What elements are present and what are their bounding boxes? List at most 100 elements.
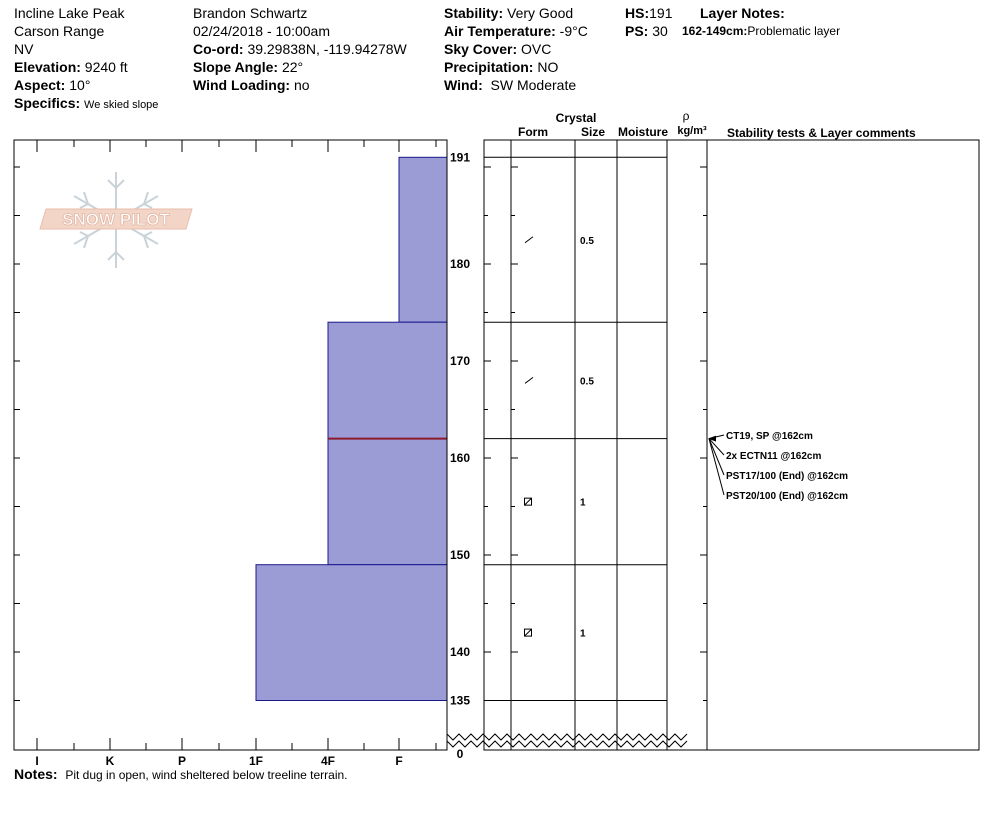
sky-value: OVC	[521, 41, 552, 57]
layer-notes-heading: Layer Notes:	[700, 5, 785, 21]
hardness-layer-1	[327, 321, 448, 440]
wind-loading-value: no	[293, 77, 310, 93]
air-temp-label: Air Temperature:	[444, 23, 556, 39]
decomposing-form-icon	[524, 376, 534, 384]
aspect-label: Aspect:	[14, 77, 66, 93]
air-temp-value: -9°C	[559, 23, 588, 39]
sky-cover-row: Sky Cover: OVC	[444, 40, 551, 58]
size-header: Size	[581, 125, 605, 139]
ps-value: 30	[652, 23, 668, 39]
observation-datetime: 02/24/2018 - 10:00am	[193, 23, 330, 39]
faceted-form-icon	[524, 628, 532, 637]
wind-loading-row: Wind Loading: no	[193, 76, 310, 94]
notes-row: Notes: Pit dug in open, wind sheltered b…	[14, 766, 348, 782]
form-header: Form	[518, 125, 548, 139]
hardness-graph-frame	[13, 139, 448, 751]
hardness-label-p: P	[178, 754, 186, 768]
stability-test-0: CT19, SP @162cm	[726, 431, 813, 442]
faceted-form-icon	[524, 497, 532, 506]
stability-tests-frame	[706, 139, 980, 751]
stability-label: Stability:	[444, 5, 504, 21]
sky-label: Sky Cover:	[444, 41, 518, 57]
aspect-row: Aspect: 10°	[14, 76, 90, 94]
stability-tests: CT19, SP @162cm 2x ECTN11 @162cm PST17/100…	[708, 431, 848, 502]
crystal-size: 1	[580, 498, 586, 509]
stability-tests-header: Stability tests & Layer comments	[727, 126, 916, 140]
hardness-label-i: I	[35, 754, 38, 768]
wind-value: SW Moderate	[490, 77, 577, 93]
stability-test-3: PST20/100 (End) @162cm	[726, 491, 848, 502]
height-label-160: 160	[450, 451, 470, 465]
ps-row: PS: 30	[625, 22, 668, 40]
elevation-value: 9240 ft	[84, 59, 128, 75]
axis-break	[446, 733, 688, 748]
height-label-150: 150	[450, 548, 470, 562]
location-name: Incline Lake Peak	[14, 5, 125, 21]
layer-note-range: 162-149cm:	[682, 24, 748, 38]
wind-label: Wind:	[444, 77, 483, 93]
density-header: kg/m³	[677, 125, 707, 137]
snowpilot-logo: SNOW PILOT	[39, 172, 193, 268]
ps-label: PS:	[625, 23, 649, 39]
crystal-size: 0.5	[580, 376, 594, 387]
height-label-180: 180	[450, 257, 470, 271]
layer-note-text: Problematic layer	[747, 24, 841, 38]
precip-value: NO	[537, 59, 559, 75]
air-temp-row: Air Temperature: -9°C	[444, 22, 588, 40]
stability-test-2: PST17/100 (End) @162cm	[726, 471, 848, 482]
hs-label: HS:	[625, 5, 650, 21]
hardness-layers	[255, 156, 448, 702]
coord-label: Co-ord:	[193, 41, 244, 57]
decomposing-form-icon	[524, 236, 534, 244]
hardness-label-f: F	[395, 754, 402, 768]
elevation-label: Elevation:	[14, 59, 81, 75]
mountain-range: Carson Range	[14, 23, 105, 39]
hs-row: HS:191	[625, 4, 672, 22]
aspect-value: 10°	[69, 77, 91, 93]
crystal-header: Crystal	[556, 111, 597, 125]
pointer-arrow-icon	[708, 435, 716, 442]
layer-row-1: 0.5	[524, 376, 594, 387]
height-label-0: 0	[457, 747, 464, 761]
crystal-size: 1	[580, 629, 586, 640]
height-label-135: 135	[450, 694, 470, 708]
crystal-size: 0.5	[580, 236, 594, 247]
wind-row: Wind: SW Moderate	[444, 76, 576, 94]
stability-row: Stability: Very Good	[444, 4, 573, 22]
hardness-layer-0	[398, 156, 448, 323]
slope-value: 22°	[281, 59, 304, 75]
hardness-label-1f: 1F	[249, 754, 263, 768]
coordinates-row: Co-ord: 39.29838N, -119.94278W	[193, 40, 407, 58]
table-headers: Crystal Form Size Moisture ρ kg/m³ Stabi…	[518, 109, 916, 140]
hardness-layer-3	[255, 564, 448, 702]
layer-table-columns	[510, 140, 668, 750]
layer-table-frame	[483, 139, 708, 751]
notes-text: Pit dug in open, wind sheltered below tr…	[65, 768, 348, 782]
state: NV	[14, 41, 34, 57]
elevation-row: Elevation: 9240 ft	[14, 58, 128, 76]
precip-row: Precipitation: NO	[444, 58, 558, 76]
hs-value: 191	[649, 5, 673, 21]
specifics-row: Specifics: We skied slope	[14, 94, 158, 114]
hardness-label-k: K	[106, 754, 115, 768]
hardness-layer-2	[327, 438, 448, 566]
logo-text: SNOW PILOT	[62, 210, 170, 229]
specifics-value: We skied slope	[84, 99, 159, 111]
coord-value: 39.29838N, -119.94278W	[247, 41, 407, 57]
observer: Brandon Schwartz	[193, 5, 308, 21]
slope-row: Slope Angle: 22°	[193, 58, 303, 76]
rho-header: ρ	[683, 109, 690, 123]
layer-row-2: 1	[524, 497, 586, 509]
height-label-170: 170	[450, 354, 470, 368]
height-scale: 191 180 170 160 150 140 135 0	[450, 150, 491, 761]
height-label-191: 191	[450, 150, 470, 164]
layer-note-row: 162-149cm:Problematic layer	[682, 22, 840, 40]
layer-row-3: 1	[524, 628, 586, 640]
height-label-140: 140	[450, 645, 470, 659]
notes-label: Notes:	[14, 766, 58, 782]
precip-label: Precipitation:	[444, 59, 534, 75]
slope-label: Slope Angle:	[193, 59, 279, 75]
specifics-label: Specifics:	[14, 95, 81, 111]
hardness-label-4f: 4F	[321, 754, 335, 768]
